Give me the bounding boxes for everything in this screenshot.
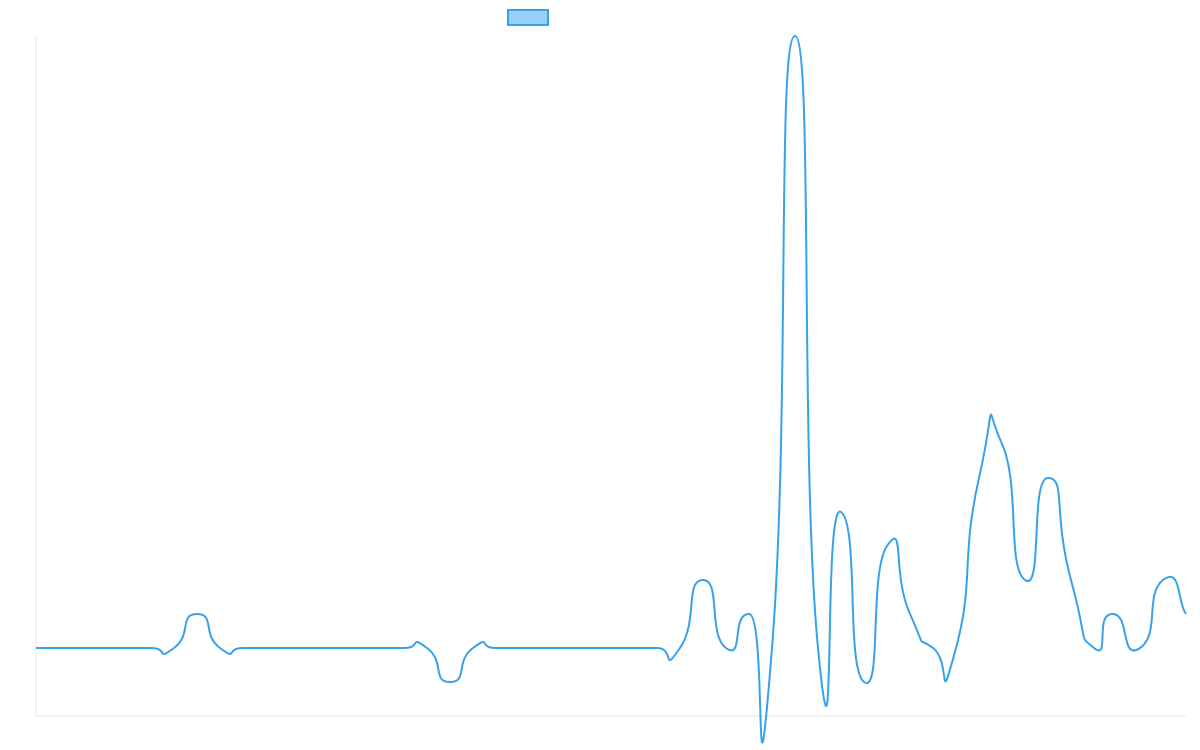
data-point[interactable] <box>838 509 844 515</box>
data-point[interactable] <box>1160 577 1166 583</box>
data-point[interactable] <box>33 645 39 651</box>
data-point[interactable] <box>125 645 131 651</box>
data-point[interactable] <box>861 679 867 685</box>
data-point[interactable] <box>447 679 453 685</box>
data-point[interactable] <box>930 645 936 651</box>
data-point[interactable] <box>332 645 338 651</box>
legend[interactable] <box>507 9 549 26</box>
data-point[interactable] <box>1045 475 1051 481</box>
data-point[interactable] <box>585 645 591 651</box>
data-point[interactable] <box>171 645 177 651</box>
data-point[interactable] <box>401 645 407 651</box>
data-point[interactable] <box>746 611 752 617</box>
data-point[interactable] <box>1183 611 1189 617</box>
data-point[interactable] <box>470 645 476 651</box>
data-point[interactable] <box>79 645 85 651</box>
data-point[interactable] <box>631 645 637 651</box>
data-point[interactable] <box>976 475 982 481</box>
data-point[interactable] <box>1109 611 1115 617</box>
data-point[interactable] <box>1068 577 1074 583</box>
axes <box>35 36 1186 717</box>
data-point[interactable] <box>355 645 361 651</box>
data-point[interactable] <box>102 645 108 651</box>
data-point[interactable] <box>424 645 430 651</box>
data-point[interactable] <box>539 645 545 651</box>
data-point[interactable] <box>723 645 729 651</box>
data-point[interactable] <box>240 645 246 651</box>
series-line <box>36 35 1187 744</box>
data-point[interactable] <box>907 611 913 617</box>
data-point[interactable] <box>1137 645 1143 651</box>
data-point[interactable] <box>148 645 154 651</box>
data-point[interactable] <box>378 645 384 651</box>
data-point[interactable] <box>194 611 200 617</box>
data-point[interactable] <box>654 645 660 651</box>
data-point[interactable] <box>1022 577 1028 583</box>
data-point[interactable] <box>217 645 223 651</box>
data-point[interactable] <box>493 645 499 651</box>
data-point[interactable] <box>677 645 683 651</box>
data-point[interactable] <box>815 645 821 651</box>
data-point[interactable] <box>953 645 959 651</box>
data-point[interactable] <box>999 441 1005 447</box>
data-point[interactable] <box>309 645 315 651</box>
data-point[interactable] <box>562 645 568 651</box>
data-point[interactable] <box>769 645 775 651</box>
series-group <box>33 33 1189 744</box>
data-point[interactable] <box>700 577 706 583</box>
data-point[interactable] <box>56 645 62 651</box>
data-point[interactable] <box>608 645 614 651</box>
data-point[interactable] <box>884 543 890 549</box>
data-point[interactable] <box>792 33 798 39</box>
data-point[interactable] <box>263 645 269 651</box>
data-point[interactable] <box>516 645 522 651</box>
data-point[interactable] <box>1091 645 1097 651</box>
legend-swatch[interactable] <box>507 9 549 26</box>
data-point[interactable] <box>286 645 292 651</box>
